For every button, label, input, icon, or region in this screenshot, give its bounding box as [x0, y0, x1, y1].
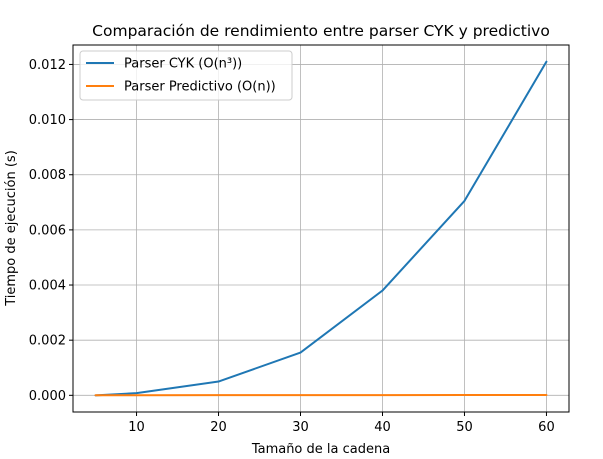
y-tick-label: 0.002	[29, 334, 66, 349]
series-line-cyk	[94, 60, 548, 397]
plot-frame	[72, 44, 570, 413]
series-lines	[94, 60, 548, 397]
x-tick-label: 10	[128, 420, 145, 435]
grid	[73, 45, 569, 412]
x-axis-ticks: 10 20 30 40 50 60	[128, 412, 555, 435]
x-tick-label: 40	[374, 420, 391, 435]
x-tick-label: 60	[538, 420, 555, 435]
y-tick-label: 0.006	[29, 223, 66, 238]
y-axis-ticks: 0.000 0.002 0.004 0.006 0.008 0.010 0.012	[29, 58, 73, 404]
y-tick-label: 0.010	[29, 113, 66, 128]
y-tick-label: 0.004	[29, 279, 66, 294]
legend-box	[79, 50, 293, 101]
legend-label-cyk: Parser CYK (O(n³))	[124, 57, 242, 72]
y-tick-label: 0.008	[29, 168, 66, 183]
x-tick-label: 20	[210, 420, 227, 435]
chart-title: Comparación de rendimiento entre parser …	[92, 22, 550, 40]
legend: Parser CYK (O(n³)) Parser Predictivo (O(…	[79, 50, 293, 101]
x-tick-label: 50	[456, 420, 473, 435]
x-tick-label: 30	[292, 420, 309, 435]
y-tick-label: 0.000	[29, 389, 66, 404]
y-axis-label: Tiempo de ejecución (s)	[4, 150, 19, 307]
y-tick-label: 0.012	[29, 58, 66, 73]
legend-label-predictivo: Parser Predictivo (O(n))	[124, 80, 276, 95]
x-axis-label: Tamaño de la cadena	[251, 442, 390, 457]
